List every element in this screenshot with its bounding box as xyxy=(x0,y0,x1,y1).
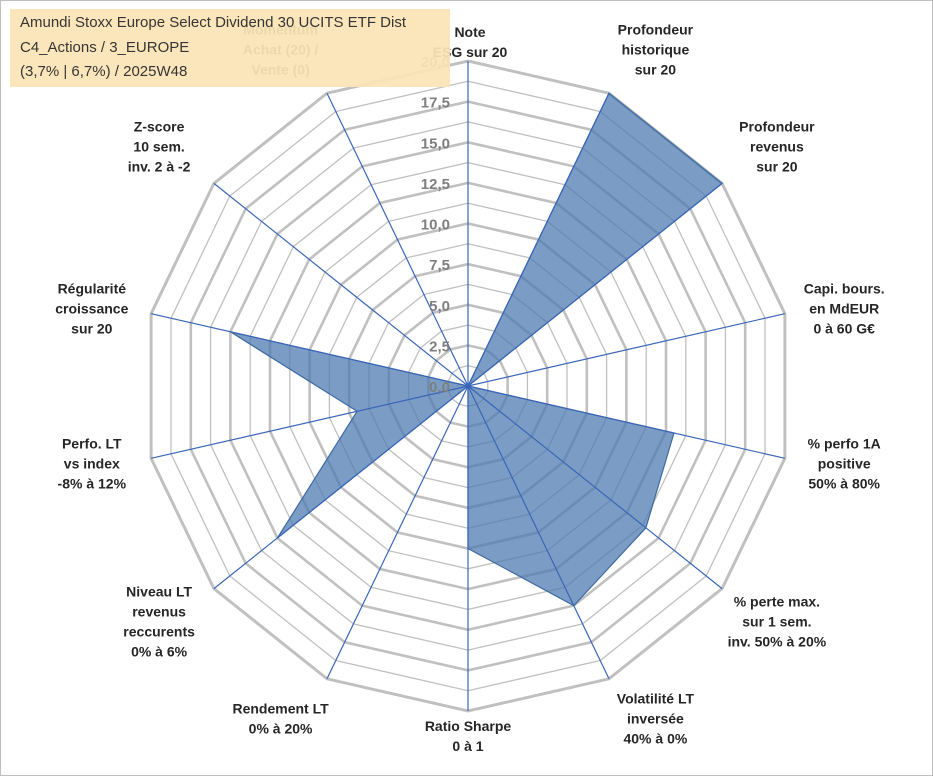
spoke-layer xyxy=(150,61,786,711)
tick-label: 15,0 xyxy=(421,135,450,152)
axis-label: Niveau LT revenus reccurents 0% à 6% xyxy=(123,584,195,660)
axis-label: Note ESG sur 20 xyxy=(433,24,508,60)
chart-subtitle-category: C4_Actions / 3_EUROPE xyxy=(20,39,190,56)
axis-label: Profondeur historique sur 20 xyxy=(618,22,694,78)
axis-spoke xyxy=(326,385,469,680)
axis-label: Z-score 10 sem. inv. 2 à -2 xyxy=(128,118,191,174)
tick-label: 0,0 xyxy=(429,379,450,396)
axis-spoke xyxy=(213,182,469,387)
axis-label: Capi. bours. en MdEUR 0 à 60 G€ xyxy=(804,280,885,336)
axis-spoke xyxy=(150,385,469,459)
axis-label: % perte max. sur 1 sem. inv. 50% à 20% xyxy=(728,594,827,650)
axis-label: % perfo 1A positive 50% à 80% xyxy=(808,436,881,492)
axis-label: Ratio Sharpe 0 à 1 xyxy=(425,718,512,754)
axis-spoke xyxy=(467,182,723,387)
axis-spoke xyxy=(326,92,469,387)
axis-label: Régularité croissance sur 20 xyxy=(55,280,128,336)
axis-spoke xyxy=(467,385,786,459)
tick-label: 2,5 xyxy=(429,338,450,355)
axis-spoke xyxy=(150,313,469,387)
tick-label: 5,0 xyxy=(429,298,450,315)
chart-title: Amundi Stoxx Europe Select Dividend 30 U… xyxy=(20,14,406,31)
tick-label: 17,5 xyxy=(421,95,450,112)
tick-label: 10,0 xyxy=(421,217,450,234)
axis-label: Profondeur revenus sur 20 xyxy=(739,118,815,174)
series-area xyxy=(230,92,724,607)
label-layer: Note ESG sur 20 Profondeur historique sur 20… xyxy=(55,22,884,754)
axis-spoke xyxy=(467,385,610,680)
axis-spoke xyxy=(213,385,469,590)
tick-label: 7,5 xyxy=(429,257,450,274)
axis-spoke xyxy=(467,92,610,387)
series-layer xyxy=(230,92,724,607)
axis-label: Rendement LT 0% à 20% xyxy=(232,700,329,736)
axis-label: Volatilité LT inversée 40% à 0% xyxy=(617,690,695,746)
axis-label: Perfo. LT vs index -8% à 12% xyxy=(58,436,127,492)
tick-label: 12,5 xyxy=(421,176,450,193)
axis-spoke xyxy=(467,385,723,590)
axis-spoke xyxy=(467,313,786,387)
chart-subtitle-stats: (3,7% | 6,7%) / 2025W48 xyxy=(20,63,188,80)
title-box: Amundi Stoxx Europe Select Dividend 30 U… xyxy=(10,9,450,87)
